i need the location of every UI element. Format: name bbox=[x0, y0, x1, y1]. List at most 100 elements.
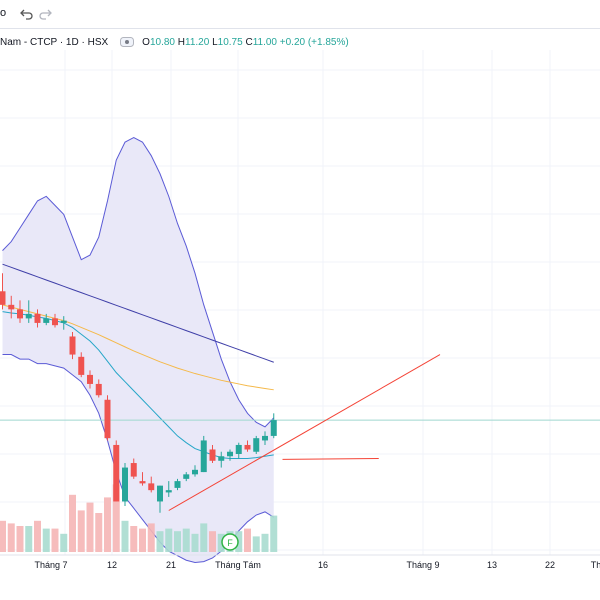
candle-body bbox=[270, 420, 277, 436]
x-tick-label: Tháng 9 bbox=[406, 560, 439, 570]
volume-bar bbox=[270, 515, 278, 552]
undo-icon bbox=[20, 9, 33, 20]
volume-bar bbox=[235, 531, 243, 552]
volume-bar bbox=[0, 520, 6, 552]
candle-body bbox=[43, 318, 50, 323]
top-toolbar: o bbox=[0, 0, 600, 29]
candle-body bbox=[235, 444, 242, 454]
volume-bar bbox=[112, 484, 120, 552]
volume-bar bbox=[25, 526, 33, 552]
candle-body bbox=[253, 438, 260, 452]
ma-mid-line bbox=[2, 304, 274, 391]
candle-body bbox=[69, 336, 76, 355]
candle-body bbox=[174, 481, 181, 488]
symbol-name[interactable]: Nam - CTCP · 1D · HSX bbox=[0, 36, 109, 48]
candle-body bbox=[262, 435, 268, 441]
change-value: +0.20 (+1.85%) bbox=[279, 36, 349, 48]
volume-bar bbox=[165, 528, 173, 552]
x-tick-label: 16 bbox=[318, 560, 328, 570]
candle-body bbox=[113, 444, 120, 502]
volume-bar bbox=[69, 494, 76, 552]
candle-body bbox=[209, 449, 216, 461]
x-tick-label: 13 bbox=[487, 560, 497, 570]
volume-bar bbox=[191, 533, 199, 552]
volume-bars bbox=[0, 484, 278, 552]
ma-long-line bbox=[2, 263, 274, 363]
symbol-legend: Nam - CTCP · 1D · HSX O10.80 H11.20 L10.… bbox=[0, 34, 349, 50]
volume-bar bbox=[86, 502, 94, 552]
candle-body bbox=[244, 444, 251, 450]
candle-body bbox=[0, 291, 6, 305]
volume-bar bbox=[139, 528, 146, 552]
candle-body bbox=[17, 309, 23, 319]
financial-event-marker[interactable]: F bbox=[221, 533, 239, 551]
volume-bar bbox=[217, 533, 225, 552]
volume-bar bbox=[104, 497, 111, 552]
candle-body bbox=[34, 313, 41, 323]
close-label: C bbox=[245, 36, 253, 48]
x-tick-label: Th bbox=[591, 560, 600, 570]
x-tick-label: Tháng 7 bbox=[34, 560, 67, 570]
candle-body bbox=[148, 483, 155, 491]
toolbar-partial-label: o bbox=[0, 7, 7, 19]
volume-bar bbox=[60, 533, 68, 552]
volume-bar bbox=[147, 523, 155, 552]
x-axis: Tháng 7 12 21 Tháng Tám 16 Tháng 9 13 22 Th bbox=[0, 554, 600, 570]
x-tick-label: Tháng Tám bbox=[215, 560, 261, 570]
x-tick-label: 22 bbox=[545, 560, 555, 570]
candle-body bbox=[218, 456, 225, 461]
ohlc-values: O10.80 H11.20 L10.75 C11.00 +0.20 (+1.85… bbox=[142, 37, 349, 48]
volume-bar bbox=[182, 528, 190, 552]
candle-body bbox=[157, 485, 163, 502]
trend-lines bbox=[168, 354, 441, 511]
trend-line bbox=[168, 354, 441, 511]
volume-bar bbox=[209, 531, 216, 552]
candle-body bbox=[87, 374, 93, 384]
volume-bar bbox=[121, 520, 129, 552]
candle-body bbox=[130, 463, 137, 477]
candle-body bbox=[122, 467, 128, 502]
redo-button[interactable] bbox=[36, 4, 56, 24]
candle-body bbox=[52, 318, 58, 326]
low-value: 10.75 bbox=[217, 36, 243, 48]
volume-bar bbox=[156, 531, 164, 552]
x-tick-label: 21 bbox=[166, 560, 176, 570]
volume-bar bbox=[244, 528, 251, 552]
volume-bar bbox=[252, 536, 260, 552]
close-value: 11.00 bbox=[252, 36, 277, 48]
candle-body bbox=[165, 490, 172, 493]
volume-bar bbox=[7, 523, 15, 552]
candle-body bbox=[200, 440, 207, 473]
bollinger-upper bbox=[2, 137, 275, 428]
high-value: 11.20 bbox=[185, 36, 210, 48]
candle-body bbox=[139, 481, 146, 484]
low-label: L bbox=[212, 36, 218, 48]
volume-bar bbox=[16, 526, 24, 552]
candle-body bbox=[95, 383, 102, 396]
volume-bar bbox=[200, 523, 208, 552]
eye-icon[interactable] bbox=[120, 37, 135, 47]
volume-bar bbox=[130, 526, 138, 552]
candle-body bbox=[183, 474, 190, 479]
redo-icon bbox=[39, 9, 52, 20]
volume-bar bbox=[42, 528, 50, 552]
candlesticks bbox=[0, 273, 277, 513]
bollinger-fill bbox=[2, 137, 274, 563]
candle-body bbox=[60, 320, 67, 323]
bollinger-bands bbox=[2, 137, 275, 563]
x-tick-label: 12 bbox=[107, 560, 117, 570]
volume-bar bbox=[95, 513, 103, 552]
volume-bar bbox=[77, 510, 85, 552]
trend-line bbox=[282, 458, 379, 460]
candle-body bbox=[25, 313, 32, 319]
volume-bar bbox=[261, 533, 269, 552]
volume-bar bbox=[51, 528, 59, 552]
volume-bar bbox=[34, 520, 41, 552]
open-label: O bbox=[142, 36, 150, 48]
open-value: 10.80 bbox=[149, 36, 175, 48]
undo-button[interactable] bbox=[16, 4, 36, 24]
candle-body bbox=[8, 304, 15, 310]
candle-body bbox=[192, 469, 198, 475]
event-marker-label: F bbox=[227, 538, 233, 548]
